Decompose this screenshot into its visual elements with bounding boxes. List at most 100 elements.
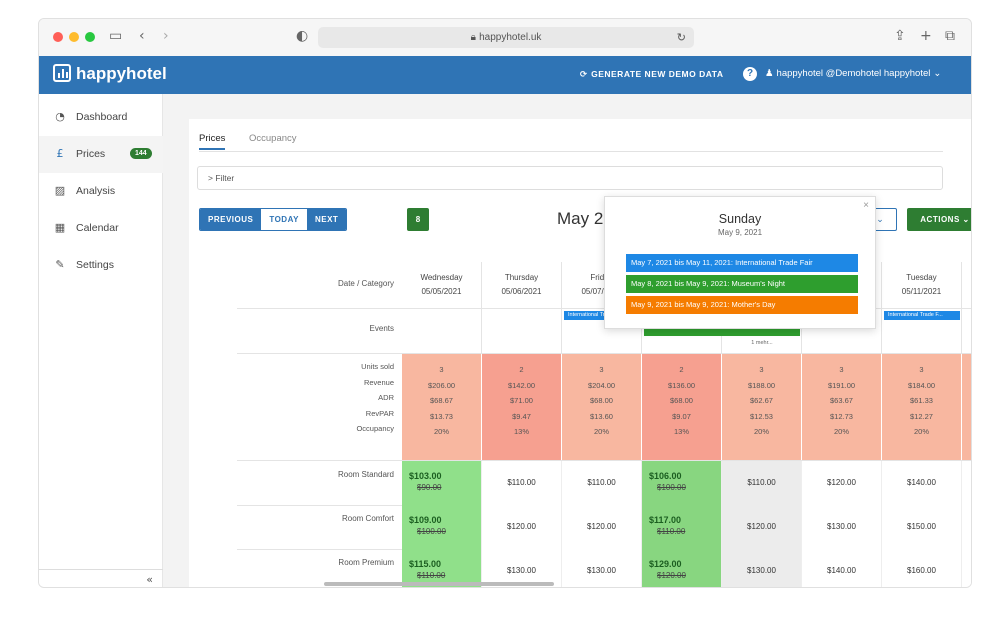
today-button[interactable]: TODAY — [261, 209, 307, 230]
column-date: 05/07/2021 — [581, 287, 622, 296]
back-icon[interactable]: ‹ — [139, 28, 145, 44]
price-cell[interactable]: $110.00 — [562, 461, 642, 505]
kpi-cell[interactable]: 3 $191.00 $63.67 $12.73 20% — [802, 354, 882, 460]
sidebar-item-label: Prices — [76, 148, 106, 160]
sidebar-item-dashboard[interactable]: ◔ Dashboard — [39, 99, 163, 136]
new-tab-icon[interactable]: + — [920, 28, 932, 44]
old-price: $100.00 — [417, 527, 446, 536]
next-button[interactable]: NEXT — [306, 209, 347, 230]
sidebar-item-settings[interactable]: ✎ Settings — [39, 247, 163, 284]
kpi-cell[interactable]: 2 $142.00 $71.00 $9.47 13% — [482, 354, 562, 460]
kpi-value: $136.00 — [667, 380, 696, 390]
old-price: $110.00 — [417, 571, 446, 580]
popover-event[interactable]: May 8, 2021 bis May 9, 2021: Museum's Ni… — [626, 275, 858, 293]
pound-icon: £ — [56, 147, 64, 160]
close-icon[interactable]: × — [863, 200, 869, 211]
kpi-cell[interactable]: 3 $204.00 $68.00 $13.60 20% — [562, 354, 642, 460]
column-header[interactable] — [802, 262, 882, 308]
kpi-value: $71.00 — [510, 396, 533, 405]
price-cell[interactable]: $90.0 — [962, 461, 971, 505]
price-cell[interactable]: $115.00 $110.00 — [402, 549, 482, 587]
close-window-dot[interactable] — [53, 32, 63, 42]
price-cell[interactable]: $110. — [962, 549, 971, 587]
sidebar-item-analysis[interactable]: ▨ Analysis — [39, 173, 163, 210]
price-cell[interactable]: $117.00 $110.00 — [642, 505, 722, 549]
event-bar[interactable]: International Trade F... — [884, 311, 960, 320]
forward-icon[interactable]: › — [163, 28, 169, 44]
kpi-label: Revenue — [363, 377, 394, 387]
help-icon[interactable]: ? — [743, 67, 757, 81]
kpi-cell[interactable]: 3$194.5$64.8$12.920% — [962, 354, 971, 460]
filter-toggle[interactable]: > Filter — [197, 166, 943, 190]
actions-button[interactable]: ACTIONS ⌄ — [907, 208, 971, 231]
price-cell[interactable]: $140.00 — [802, 549, 882, 587]
user-name: happyhotel @Demohotel happyhotel — [776, 68, 931, 79]
collapse-sidebar-button[interactable]: « — [39, 569, 163, 587]
kpi-cell[interactable]: 3 $188.00 $62.67 $12.53 20% — [722, 354, 802, 460]
sidebar-item-prices[interactable]: £ Prices 144 — [39, 136, 163, 173]
event-bar[interactable]: International Trade — [564, 311, 640, 320]
reload-icon[interactable]: ↻ — [676, 31, 686, 44]
kpi-value: $68.00 — [590, 396, 613, 405]
kpi-value: $63.67 — [830, 396, 853, 405]
kpi-value: $12.73 — [830, 411, 853, 421]
minimize-window-dot[interactable] — [69, 32, 79, 42]
kpi-cell[interactable]: 3 $184.00 $61.33 $12.27 20% — [882, 354, 962, 460]
price-cell[interactable]: $120.00 — [722, 505, 802, 549]
app-logo[interactable]: happyhotel — [53, 64, 167, 84]
column-header[interactable]: Thursday 05/06/2021 — [482, 262, 562, 308]
popover-event[interactable]: May 7, 2021 bis May 11, 2021: Internatio… — [626, 254, 858, 272]
column-header[interactable]: Wednesday 05/05/2021 — [402, 262, 482, 308]
price-cell[interactable]: $103.00 $90.00 — [402, 461, 482, 505]
tab-occupancy[interactable]: Occupancy — [249, 133, 297, 144]
previous-button[interactable]: PREVIOUS — [200, 209, 262, 230]
tabs-overview-icon[interactable]: ⧉ — [945, 28, 955, 44]
kpi-value: 2 — [679, 365, 684, 374]
price-cell[interactable]: $100. — [962, 505, 971, 549]
price-cell[interactable]: $140.00 — [882, 461, 962, 505]
column-date: 05/12/2 — [962, 285, 971, 299]
popover-event[interactable]: May 9, 2021 bis May 9, 2021: Mother's Da… — [626, 296, 858, 314]
sidebar-item-calendar[interactable]: ▦ Calendar — [39, 210, 163, 247]
column-header[interactable]: Tuesday 05/11/2021 — [882, 262, 962, 308]
price-cell[interactable]: $130.00 — [722, 549, 802, 587]
price-cell[interactable]: $120.00 — [482, 505, 562, 549]
horizontal-scrollbar[interactable] — [324, 582, 554, 586]
popover-date: May 9, 2021 — [717, 228, 763, 237]
price-cell[interactable]: $106.00 $100.00 — [642, 461, 722, 505]
price-cell[interactable]: $110.00 — [482, 461, 562, 505]
price-cell[interactable]: $129.00 $120.00 — [642, 549, 722, 587]
price-cell[interactable]: $130.00 — [802, 505, 882, 549]
price-cell[interactable]: $150.00 — [882, 505, 962, 549]
sidebar-item-label: Calendar — [76, 222, 119, 234]
column-date: 05/05/2021 — [421, 287, 462, 296]
share-icon[interactable]: ⇪ — [894, 28, 906, 44]
kpi-value: $188.00 — [747, 380, 776, 390]
more-events-link[interactable]: 1 mehr... — [751, 340, 773, 346]
address-bar[interactable]: 🔒︎ happyhotel.uk ↻ — [318, 27, 694, 48]
kpi-cell[interactable]: 2 $136.00 $68.00 $9.07 13% — [642, 354, 722, 460]
kpi-value: 3 — [439, 365, 444, 374]
room-category-label: Room Comfort — [341, 514, 394, 523]
privacy-shield-icon[interactable]: ◐ — [296, 28, 309, 44]
kpi-value: 20% — [913, 427, 929, 436]
user-menu[interactable]: ♟ happyhotel @Demohotel happyhotel ⌄ — [765, 68, 941, 79]
count-badge[interactable]: 8 — [407, 208, 429, 231]
price-cell[interactable]: $120.00 — [802, 461, 882, 505]
price-cell[interactable]: $130.00 — [562, 549, 642, 587]
app-header: happyhotel ⟳ GENERATE NEW DEMO DATA ? ♟ … — [39, 56, 971, 94]
calendar-icon: ▦ — [54, 221, 66, 234]
price-cell[interactable]: $109.00 $100.00 — [402, 505, 482, 549]
zoom-window-dot[interactable] — [85, 32, 95, 42]
kpi-value: $9.07 — [672, 411, 691, 421]
price-cell[interactable]: $120.00 — [562, 505, 642, 549]
price-cell[interactable]: $130.00 — [482, 549, 562, 587]
price-cell[interactable]: $110.00 — [722, 461, 802, 505]
column-header[interactable]: Wednes05/12/2 — [962, 262, 971, 308]
tab-prices[interactable]: Prices — [199, 133, 226, 150]
kpi-cell[interactable]: 3 $206.00 $68.67 $13.73 20% — [402, 354, 482, 460]
price-cell[interactable]: $160.00 — [882, 549, 962, 587]
generate-demo-data-button[interactable]: ⟳ GENERATE NEW DEMO DATA — [580, 69, 723, 80]
event-bar[interactable] — [644, 327, 800, 336]
sidebar-toggle-icon[interactable]: ▭ — [109, 28, 123, 44]
